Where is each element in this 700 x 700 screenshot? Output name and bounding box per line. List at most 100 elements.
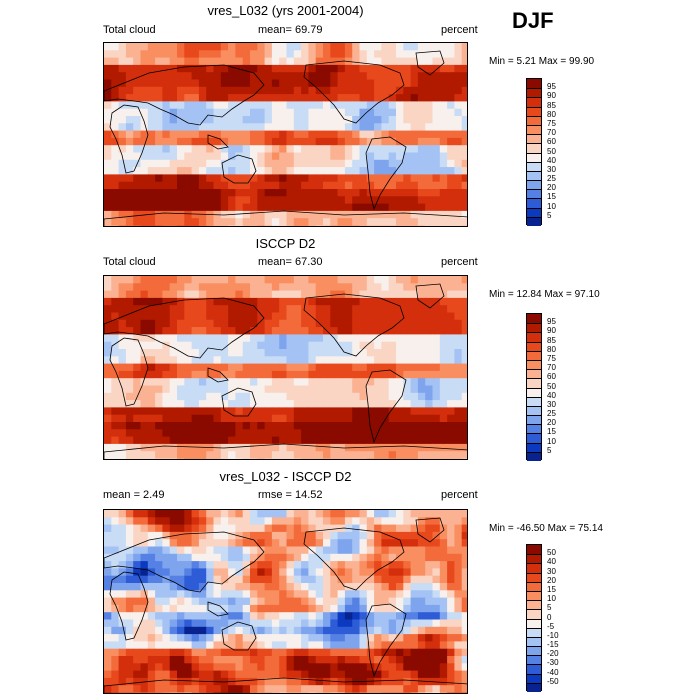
field-cell: [271, 86, 280, 95]
field-cell: [140, 108, 149, 117]
field-cell: [374, 225, 382, 226]
field-cell: [235, 422, 244, 430]
field-cell: [344, 663, 353, 672]
field-cell: [293, 341, 302, 350]
field-cell: [439, 94, 448, 102]
field-cell: [432, 510, 441, 518]
field-cell: [454, 283, 463, 292]
field-cell: [147, 116, 156, 124]
field-cell: [177, 327, 185, 335]
field-cell: [104, 225, 112, 226]
field-cell: [198, 356, 207, 365]
field-cell: [374, 79, 382, 88]
field-cell: [417, 443, 426, 452]
field-cell: [191, 327, 200, 335]
field-cell: [396, 604, 404, 613]
field-cell: [257, 297, 266, 306]
field-cell: [250, 451, 258, 459]
field-cell: [403, 641, 412, 650]
colorbar-tick-label: 90: [547, 91, 556, 101]
field-cell: [301, 400, 309, 408]
field-cell: [432, 174, 441, 183]
field-cell: [191, 531, 200, 540]
field-cell: [213, 670, 222, 679]
field-cell: [352, 225, 361, 226]
field-cell: [184, 79, 193, 88]
field-cell: [344, 123, 353, 132]
field-cell: [264, 443, 273, 452]
field-cell: [191, 210, 200, 219]
field-cell: [213, 356, 222, 365]
field-cell: [250, 370, 258, 379]
field-cell: [388, 407, 397, 416]
field-cell: [111, 86, 120, 95]
field-cell: [271, 656, 280, 664]
mean-label: mean = 2.49: [103, 489, 165, 501]
field-cell: [133, 407, 142, 416]
field-cell: [242, 341, 251, 350]
field-cell: [133, 50, 142, 59]
field-cell: [461, 656, 467, 664]
field-cell: [359, 145, 368, 154]
field-cell: [337, 597, 346, 606]
field-cell: [177, 590, 185, 599]
field-cell: [344, 130, 353, 139]
field-cell: [454, 123, 463, 132]
field-cell: [104, 634, 112, 642]
field-cell: [235, 159, 244, 168]
field-cell: [337, 94, 346, 102]
field-cell: [177, 203, 185, 212]
field-cell: [191, 50, 200, 59]
field-cell: [111, 583, 120, 591]
field-cell: [257, 597, 266, 606]
field-cell: [228, 663, 236, 672]
field-cell: [104, 677, 112, 686]
field-cell: [374, 312, 382, 321]
field-cell: [308, 612, 317, 621]
field-cell: [169, 414, 178, 423]
field-cell: [352, 612, 361, 621]
field-cell: [352, 641, 361, 650]
field-cell: [396, 130, 404, 139]
field-cell: [155, 517, 163, 526]
field-cell: [330, 152, 339, 161]
colorbar-swatch: [527, 563, 541, 573]
field-cell: [264, 634, 273, 642]
field-cell: [264, 546, 273, 555]
field-cell: [169, 356, 178, 365]
field-cell: [432, 327, 441, 335]
field-cell: [293, 101, 302, 110]
field-cell: [381, 568, 390, 577]
field-cell: [410, 123, 419, 132]
field-cell: [213, 101, 222, 110]
field-cell: [432, 407, 441, 416]
field-cell: [366, 561, 375, 569]
field-cell: [177, 378, 185, 387]
field-cell: [301, 670, 309, 679]
field-cell: [447, 568, 455, 577]
field-cell: [293, 203, 302, 212]
field-cell: [425, 692, 434, 693]
field-cell: [410, 429, 419, 438]
field-cell: [206, 436, 215, 445]
field-cell: [374, 108, 382, 117]
field-cell: [271, 79, 280, 88]
field-cell: [344, 218, 353, 226]
field-cell: [330, 553, 339, 562]
field-cell: [191, 648, 200, 657]
field-cell: [396, 210, 404, 219]
field-cell: [344, 692, 353, 693]
field-cell: [425, 685, 434, 693]
field-cell: [118, 174, 127, 183]
field-cell: [447, 174, 455, 183]
field-cell: [403, 152, 412, 161]
field-cell: [191, 539, 200, 548]
field-cell: [439, 79, 448, 88]
field-cell: [359, 305, 368, 314]
field-cell: [147, 597, 156, 606]
field-cell: [301, 407, 309, 416]
field-cell: [344, 94, 353, 102]
field-cell: [330, 108, 339, 117]
field-cell: [454, 64, 463, 73]
field-cell: [410, 152, 419, 161]
